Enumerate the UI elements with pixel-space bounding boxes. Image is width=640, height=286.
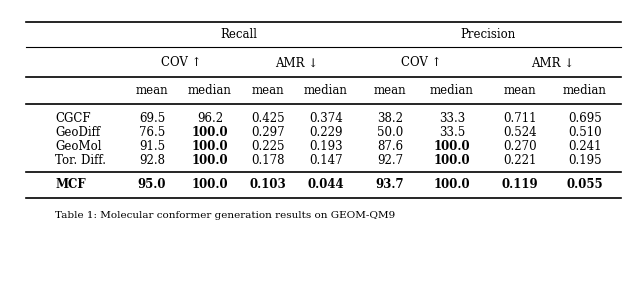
Text: CGCF: CGCF <box>55 112 91 124</box>
Text: 92.7: 92.7 <box>377 154 403 166</box>
Text: 0.374: 0.374 <box>309 112 343 124</box>
Text: 0.103: 0.103 <box>250 178 286 192</box>
Text: 0.055: 0.055 <box>566 178 604 192</box>
Text: AMR ↓: AMR ↓ <box>531 57 574 69</box>
Text: mean: mean <box>504 84 536 98</box>
Text: 0.193: 0.193 <box>309 140 343 152</box>
Text: median: median <box>304 84 348 98</box>
Text: 0.229: 0.229 <box>309 126 343 138</box>
Text: 0.119: 0.119 <box>502 178 538 192</box>
Text: 0.195: 0.195 <box>568 154 602 166</box>
Text: mean: mean <box>136 84 168 98</box>
Text: mean: mean <box>252 84 284 98</box>
Text: 50.0: 50.0 <box>377 126 403 138</box>
Text: 33.5: 33.5 <box>439 126 465 138</box>
Text: MCF: MCF <box>55 178 86 192</box>
Text: Table 1: Molecular conformer generation results on GEOM-QM9: Table 1: Molecular conformer generation … <box>55 210 396 219</box>
Text: 0.425: 0.425 <box>251 112 285 124</box>
Text: 0.270: 0.270 <box>503 140 537 152</box>
Text: 95.0: 95.0 <box>138 178 166 192</box>
Text: 100.0: 100.0 <box>434 140 470 152</box>
Text: 100.0: 100.0 <box>192 126 228 138</box>
Text: Recall: Recall <box>221 29 257 41</box>
Text: 33.3: 33.3 <box>439 112 465 124</box>
Text: AMR ↓: AMR ↓ <box>275 57 319 69</box>
Text: GeoDiff: GeoDiff <box>55 126 100 138</box>
Text: 92.8: 92.8 <box>139 154 165 166</box>
Text: median: median <box>188 84 232 98</box>
Text: 100.0: 100.0 <box>434 154 470 166</box>
Text: median: median <box>430 84 474 98</box>
Text: COV ↑: COV ↑ <box>401 57 441 69</box>
Text: 76.5: 76.5 <box>139 126 165 138</box>
Text: 0.695: 0.695 <box>568 112 602 124</box>
Text: 91.5: 91.5 <box>139 140 165 152</box>
Text: COV ↑: COV ↑ <box>161 57 201 69</box>
Text: 0.241: 0.241 <box>568 140 602 152</box>
Text: 38.2: 38.2 <box>377 112 403 124</box>
Text: Precision: Precision <box>460 29 515 41</box>
Text: 0.524: 0.524 <box>503 126 537 138</box>
Text: Tor. Diff.: Tor. Diff. <box>55 154 106 166</box>
Text: 100.0: 100.0 <box>434 178 470 192</box>
Text: 100.0: 100.0 <box>192 140 228 152</box>
Text: 69.5: 69.5 <box>139 112 165 124</box>
Text: 0.711: 0.711 <box>503 112 537 124</box>
Text: 0.225: 0.225 <box>252 140 285 152</box>
Text: GeoMol: GeoMol <box>55 140 102 152</box>
Text: 96.2: 96.2 <box>197 112 223 124</box>
Text: 100.0: 100.0 <box>192 178 228 192</box>
Text: 0.221: 0.221 <box>503 154 537 166</box>
Text: 0.147: 0.147 <box>309 154 343 166</box>
Text: 100.0: 100.0 <box>192 154 228 166</box>
Text: median: median <box>563 84 607 98</box>
Text: 0.510: 0.510 <box>568 126 602 138</box>
Text: 0.044: 0.044 <box>308 178 344 192</box>
Text: 87.6: 87.6 <box>377 140 403 152</box>
Text: 93.7: 93.7 <box>376 178 404 192</box>
Text: 0.178: 0.178 <box>252 154 285 166</box>
Text: mean: mean <box>374 84 406 98</box>
Text: 0.297: 0.297 <box>251 126 285 138</box>
